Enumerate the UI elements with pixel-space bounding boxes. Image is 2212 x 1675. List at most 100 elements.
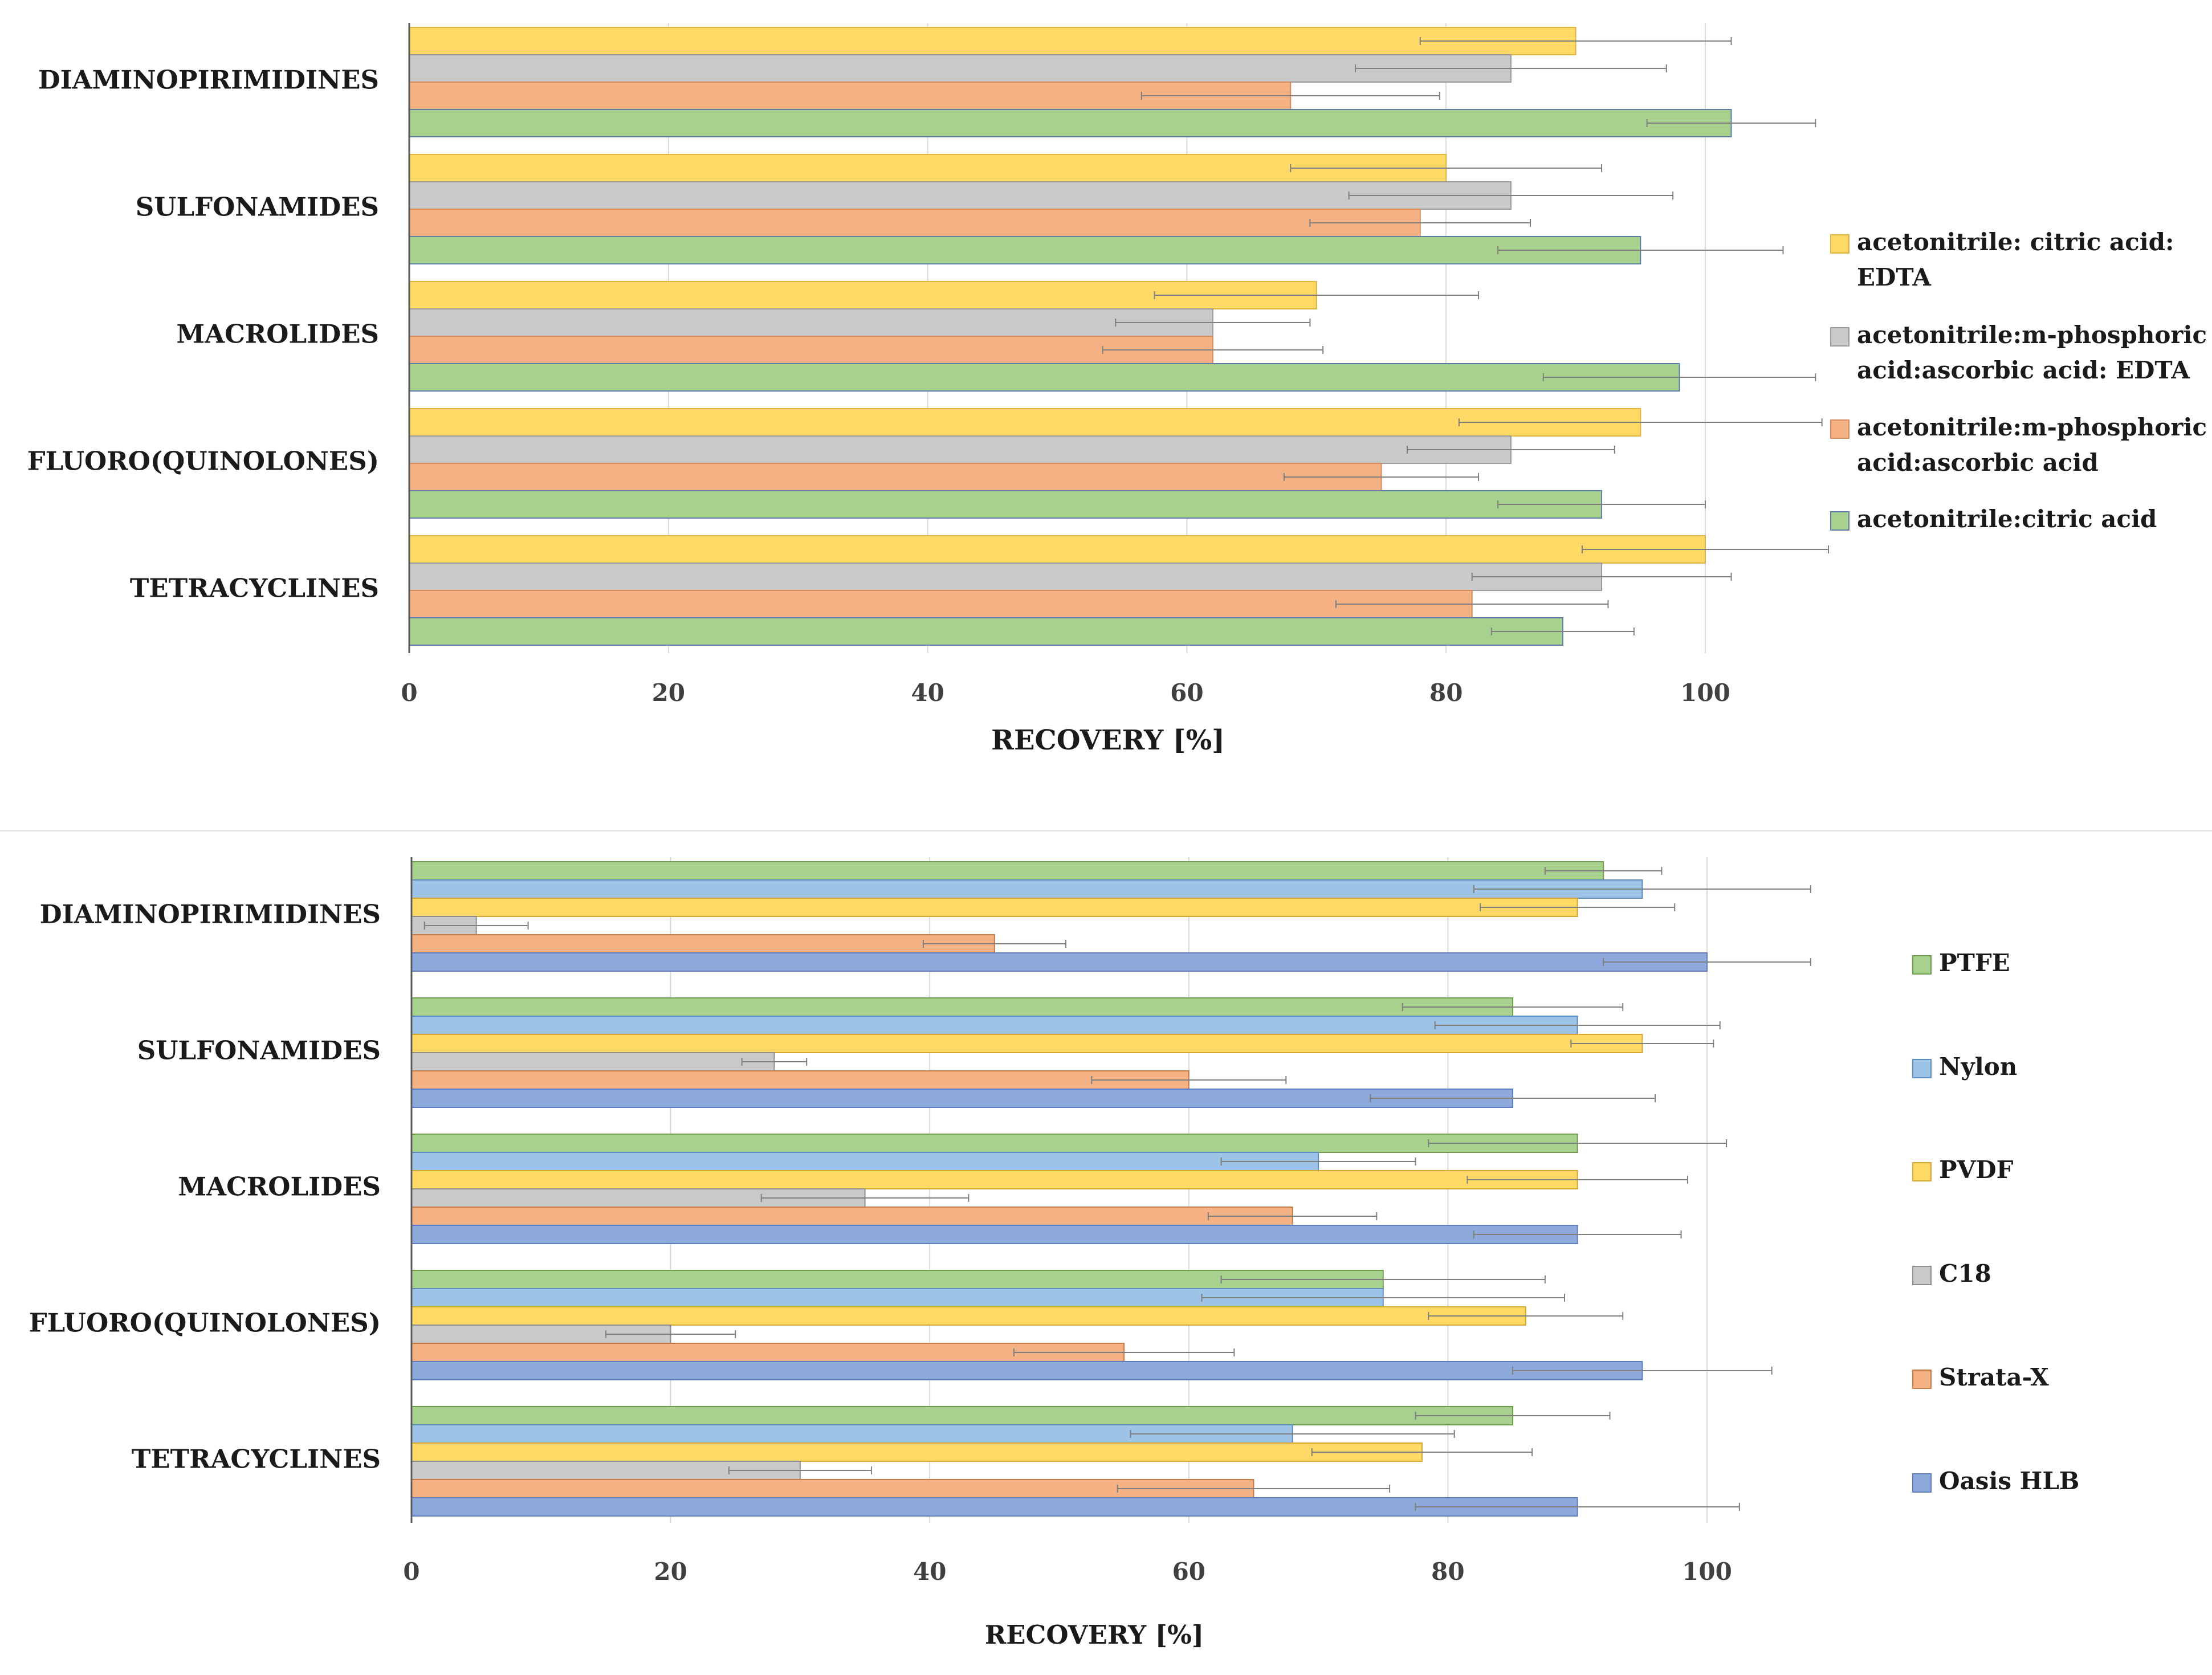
- x-tick-label-80: 80: [1429, 679, 1463, 707]
- bar-fluoro-quinolones-acetonitrile-citric-acid: [409, 490, 1603, 519]
- x-tick-label-0: 0: [401, 679, 417, 707]
- category-label-sulfonamides: SULFONAMIDES: [137, 1036, 381, 1066]
- bar-fluoro-quinolones-pvdf: [411, 1306, 1526, 1326]
- error-bar-diaminopirimidines-strata-x: [922, 940, 1066, 948]
- legend-item-ptfe: PTFE: [1912, 949, 2010, 977]
- legend-item-oasis-hlb: Oasis HLB: [1912, 1467, 2079, 1495]
- category-label-macrolides: MACROLIDES: [178, 1172, 381, 1202]
- bar-tetracyclines-ptfe: [411, 1406, 1514, 1425]
- error-bar-fluoro-quinolones-pvdf: [1428, 1312, 1624, 1320]
- legend-label: acetonitrile:citric acid: [1857, 505, 2157, 533]
- x-tick-label-60: 60: [1172, 1558, 1205, 1586]
- legend-item-acetonitrile-m-phosphoric-acid-ascorbic-acid-edta: acetonitrile:m-phosphoric acid:ascorbic a…: [1830, 321, 2207, 384]
- error-bar-fluoro-quinolones-acetonitrile-citric-acid-edta: [1458, 418, 1823, 426]
- bar-diaminopirimidines-oasis-hlb: [411, 952, 1708, 972]
- error-bar-tetracyclines-acetonitrile-citric-acid: [1490, 627, 1635, 635]
- legend-item-strata-x: Strata-X: [1912, 1363, 2049, 1391]
- bar-tetracyclines-acetonitrile-citric-acid: [409, 617, 1563, 646]
- error-bar-sulfonamides-pvdf: [1570, 1040, 1714, 1048]
- bar-sulfonamides-oasis-hlb: [411, 1089, 1514, 1108]
- error-bar-tetracyclines-ptfe: [1415, 1412, 1611, 1420]
- legend-item-acetonitrile-citric-acid: acetonitrile:citric acid: [1830, 505, 2157, 533]
- category-label-tetracyclines: TETRACYCLINES: [130, 573, 379, 604]
- error-bar-diaminopirimidines-ptfe: [1544, 867, 1663, 875]
- error-bar-fluoro-quinolones-acetonitrile-citric-acid: [1497, 500, 1706, 508]
- x-axis-title: RECOVERY [%]: [991, 724, 1225, 756]
- error-bar-macrolides-nylon: [1220, 1158, 1416, 1165]
- bar-sulfonamides-pvdf: [411, 1034, 1643, 1053]
- error-bar-diaminopirimidines-acetonitrile-m-phosphoric-acid-ascorbic-acid-edta: [1355, 64, 1667, 72]
- error-bar-tetracyclines-acetonitrile-m-phosphoric-acid-ascorbic-acid-edta: [1471, 573, 1732, 581]
- error-bar-macrolides-acetonitrile-m-phosphoric-acid-ascorbic-acid: [1102, 346, 1324, 354]
- error-bar-tetracyclines-acetonitrile-citric-acid-edta: [1581, 545, 1830, 553]
- error-bar-sulfonamides-acetonitrile-m-phosphoric-acid-ascorbic-acid: [1309, 219, 1531, 227]
- bar-macrolides-ptfe: [411, 1134, 1578, 1153]
- error-bar-tetracyclines-oasis-hlb: [1415, 1503, 1740, 1511]
- bar-sulfonamides-nylon: [411, 1016, 1578, 1035]
- bar-macrolides-acetonitrile-m-phosphoric-acid-ascorbic-acid-edta: [409, 308, 1213, 337]
- error-bar-tetracyclines-c18: [728, 1466, 872, 1474]
- error-bar-tetracyclines-pvdf: [1311, 1448, 1533, 1456]
- category-label-diaminopirimidines: DIAMINOPIRIMIDINES: [40, 899, 381, 930]
- legend-label: PTFE: [1939, 949, 2010, 977]
- legend-swatch: [1912, 1059, 1932, 1078]
- legend-swatch: [1912, 1266, 1932, 1285]
- error-bar-macrolides-strata-x: [1207, 1212, 1378, 1220]
- error-bar-fluoro-quinolones-strata-x: [1013, 1348, 1235, 1356]
- error-bar-macrolides-oasis-hlb: [1473, 1230, 1682, 1238]
- legend-swatch: [1912, 955, 1932, 975]
- legend-swatch: [1912, 1162, 1932, 1181]
- error-bar-sulfonamides-ptfe: [1402, 1003, 1624, 1011]
- error-bar-macrolides-acetonitrile-citric-acid: [1542, 373, 1816, 381]
- error-bar-sulfonamides-acetonitrile-citric-acid-edta: [1290, 164, 1603, 172]
- legend-swatch: [1830, 327, 1850, 347]
- legend-label: acetonitrile:m-phosphoric: [1857, 321, 2207, 349]
- bar-diaminopirimidines-acetonitrile-m-phosphoric-acid-ascorbic-acid-edta: [409, 54, 1512, 83]
- bar-sulfonamides-c18: [411, 1052, 775, 1071]
- category-label-fluoro-quinolones: FLUORO(QUINOLONES): [27, 446, 379, 476]
- bar-diaminopirimidines-nylon: [411, 879, 1643, 899]
- error-bar-macrolides-acetonitrile-m-phosphoric-acid-ascorbic-acid-edta: [1115, 319, 1311, 327]
- legend-item-acetonitrile-m-phosphoric-acid-ascorbic-acid: acetonitrile:m-phosphoric acid:ascorbic a…: [1830, 413, 2207, 476]
- bar-macrolides-acetonitrile-citric-acid: [409, 363, 1680, 392]
- bar-fluoro-quinolones-acetonitrile-m-phosphoric-acid-ascorbic-acid: [409, 463, 1382, 491]
- legend-label: acid:ascorbic acid: [1857, 449, 2099, 476]
- error-bar-macrolides-pvdf: [1466, 1176, 1688, 1184]
- legend-label: acetonitrile: citric acid:: [1857, 228, 2174, 256]
- error-bar-fluoro-quinolones-ptfe: [1220, 1275, 1546, 1283]
- legend-swatch: [1830, 511, 1850, 531]
- legend-swatch: [1912, 1473, 1932, 1493]
- x-tick-label-40: 40: [911, 679, 944, 707]
- chart-divider: [0, 830, 2212, 832]
- legend: PTFE Nylon PVDF C18 Strata-X Oasis HLB: [1912, 949, 2079, 1495]
- x-tick-label-0: 0: [403, 1558, 419, 1586]
- legend-item-nylon: Nylon: [1912, 1053, 2017, 1081]
- legend-item-acetonitrile-citric-acid-edta: acetonitrile: citric acid: EDTA: [1830, 228, 2174, 291]
- legend-item-c18: C18: [1912, 1260, 1991, 1287]
- x-tick-label-100: 100: [1680, 679, 1730, 707]
- bar-macrolides-pvdf: [411, 1170, 1578, 1189]
- legend-item-pvdf: PVDF: [1912, 1156, 2014, 1184]
- x-axis-title: RECOVERY [%]: [985, 1620, 1204, 1650]
- error-bar-sulfonamides-strata-x: [1091, 1076, 1287, 1084]
- error-bar-diaminopirimidines-pvdf: [1480, 903, 1676, 911]
- bar-fluoro-quinolones-acetonitrile-citric-acid-edta: [409, 408, 1641, 437]
- error-bar-macrolides-ptfe: [1428, 1139, 1728, 1147]
- error-bar-diaminopirimidines-acetonitrile-citric-acid-edta: [1419, 37, 1732, 45]
- legend-label: PVDF: [1939, 1156, 2014, 1184]
- legend-label: acid:ascorbic acid: EDTA: [1857, 356, 2190, 384]
- legend-label: Oasis HLB: [1939, 1467, 2079, 1495]
- error-bar-fluoro-quinolones-acetonitrile-m-phosphoric-acid-ascorbic-acid: [1283, 473, 1480, 481]
- bar-diaminopirimidines-acetonitrile-citric-acid-edta: [409, 27, 1576, 55]
- bar-sulfonamides-acetonitrile-citric-acid: [409, 236, 1641, 264]
- x-tick-label-40: 40: [913, 1558, 946, 1586]
- x-tick-label-20: 20: [652, 679, 685, 707]
- category-label-sulfonamides: SULFONAMIDES: [136, 192, 379, 222]
- error-bar-diaminopirimidines-c18: [423, 922, 529, 930]
- x-tick-label-20: 20: [654, 1558, 687, 1586]
- bar-diaminopirimidines-strata-x: [411, 934, 995, 953]
- bar-tetracyclines-oasis-hlb: [411, 1497, 1578, 1517]
- bar-macrolides-acetonitrile-m-phosphoric-acid-ascorbic-acid: [409, 336, 1213, 364]
- bar-sulfonamides-acetonitrile-m-phosphoric-acid-ascorbic-acid-edta: [409, 181, 1512, 210]
